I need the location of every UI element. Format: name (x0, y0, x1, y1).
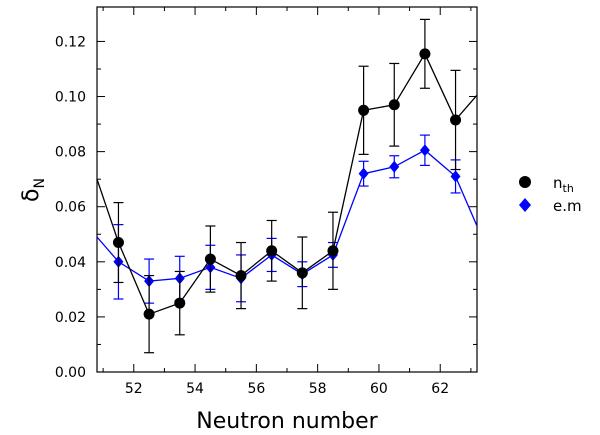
y-axis-title-sub: N (32, 178, 48, 188)
series-nth (96, 18, 478, 354)
data-point (419, 48, 431, 60)
series-line (96, 149, 478, 282)
legend-marker-nth (519, 176, 531, 188)
x-tick-label: 54 (186, 381, 204, 397)
data-point (388, 99, 400, 111)
data-point (419, 144, 430, 157)
data-point (112, 237, 124, 249)
y-tick-label: 0.04 (55, 255, 86, 271)
x-tick-label: 60 (370, 381, 388, 397)
data-point (389, 160, 400, 173)
x-tick-label: 58 (309, 381, 327, 397)
y-tick-label: 0.10 (55, 90, 86, 106)
legend: nth e.m (519, 174, 582, 215)
data-point (296, 267, 308, 279)
y-tick-label: 0.06 (55, 200, 86, 216)
legend-label-nth-sub: th (563, 182, 574, 195)
data-point (358, 104, 370, 116)
data-point (143, 308, 155, 320)
y-axis-title-main: δ (19, 189, 44, 202)
y-tick-label: 0.02 (55, 310, 86, 326)
data-point (235, 270, 247, 282)
data-point (358, 167, 369, 180)
data-point (450, 170, 461, 183)
x-tick-label: 62 (431, 381, 449, 397)
series-layer (96, 18, 478, 354)
data-point (204, 253, 216, 265)
x-tick-label: 52 (125, 381, 143, 397)
legend-label-nth: nth (553, 174, 574, 195)
series-em (96, 134, 478, 304)
legend-label-em: e.m (553, 197, 582, 215)
data-point (327, 245, 339, 257)
y-tick-label: 0.08 (55, 145, 86, 161)
axis-ticks: 52 54 56 58 60 62 0.00 0.02 0.04 0.06 0.08 0.10 0.12 (55, 7, 477, 397)
y-tick-label: 0.00 (55, 365, 86, 381)
x-tick-label: 56 (247, 381, 265, 397)
legend-marker-em (519, 198, 531, 212)
x-axis-title: Neutron number (196, 409, 378, 434)
data-point (450, 114, 462, 126)
y-tick-label: 0.12 (55, 34, 86, 50)
data-point (174, 297, 186, 309)
data-point (266, 245, 278, 257)
y-axis-title: δN (19, 178, 48, 202)
legend-label-nth-main: n (553, 174, 563, 192)
